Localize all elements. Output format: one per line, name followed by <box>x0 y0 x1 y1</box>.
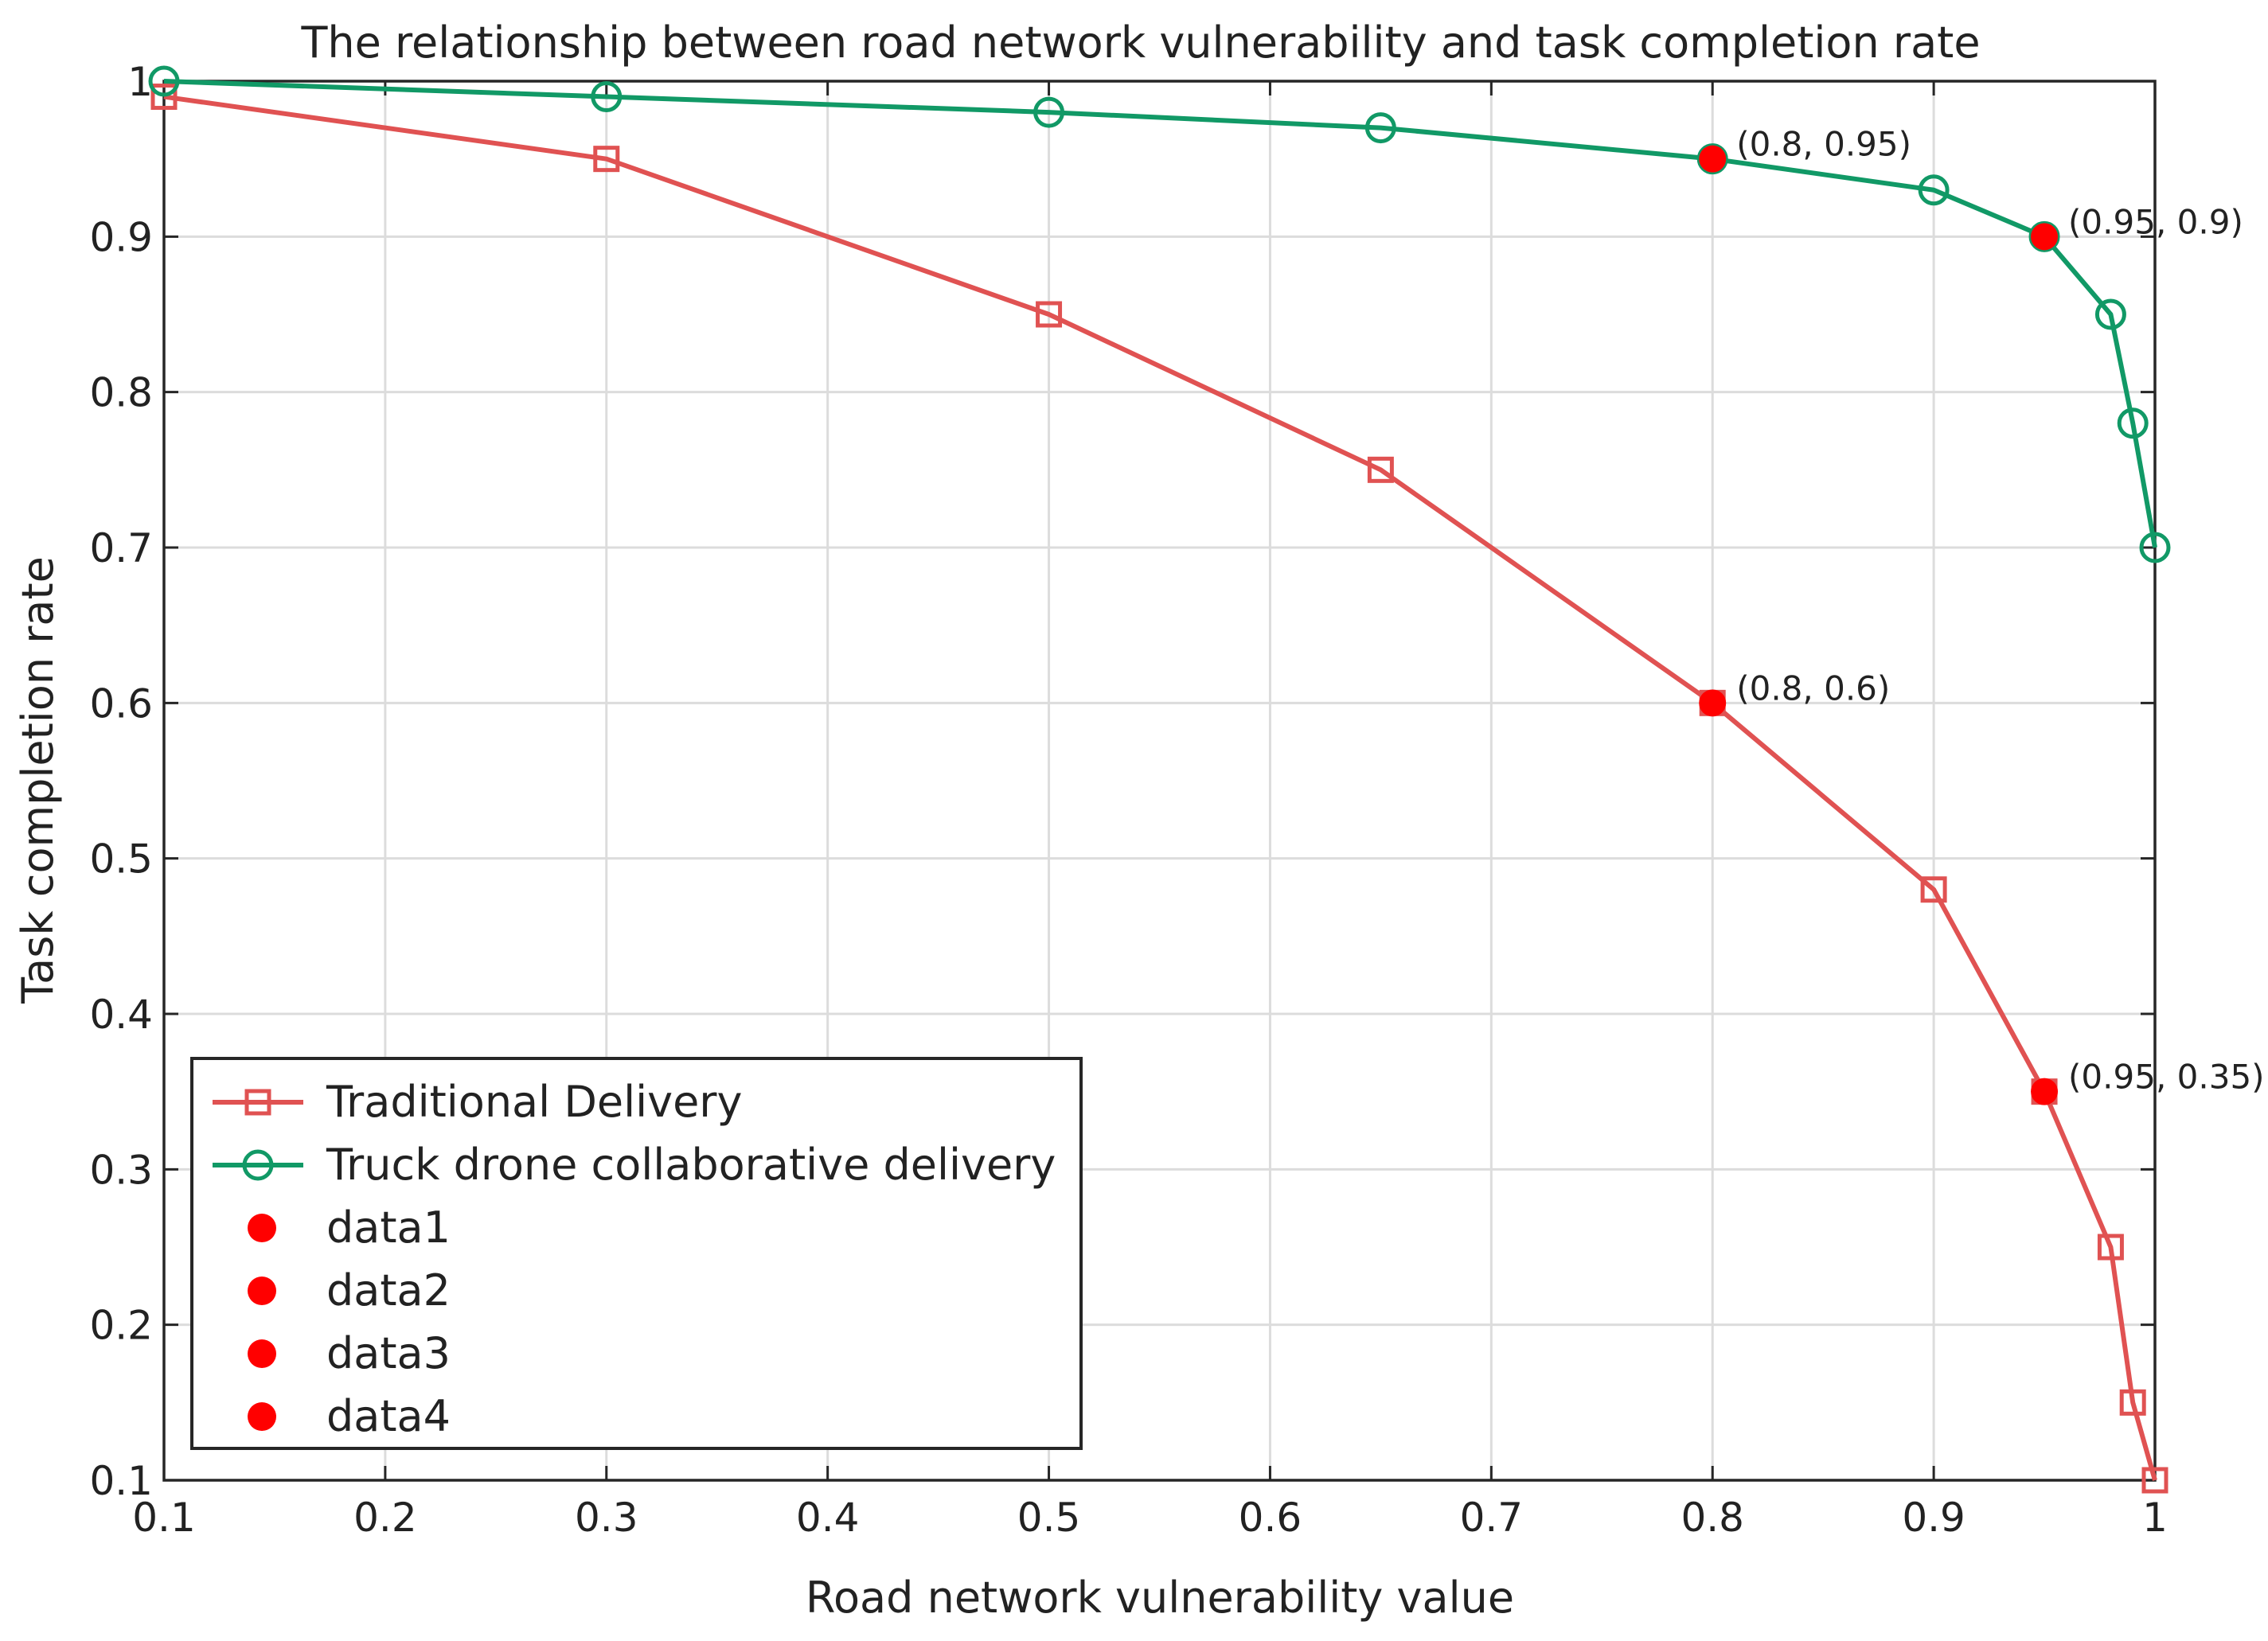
legend-label: Truck drone collaborative delivery <box>326 1140 1056 1190</box>
highlight-label: (0.8, 0.95) <box>1736 125 1911 164</box>
highlight-label: (0.95, 0.9) <box>2068 202 2243 241</box>
highlight-layer: (0.8, 0.95) (0.95, 0.9) (0.8, 0.6) (0.95, 0… <box>1699 125 2265 1105</box>
legend-marker <box>248 1402 276 1431</box>
highlight-point <box>1699 689 1727 717</box>
chart-title: The relationship between road network vu… <box>300 18 1980 68</box>
legend-label: data4 <box>326 1391 451 1441</box>
plot-frame <box>162 80 2157 1482</box>
series-point <box>1364 112 1396 144</box>
highlight-point <box>1699 145 1727 173</box>
legend: Traditional Delivery Truck drone collabor… <box>190 1057 1083 1450</box>
legend-label: data1 <box>326 1202 451 1253</box>
x-tick-label: 0.3 <box>575 1495 638 1541</box>
x-tick-label: 0.9 <box>1902 1495 1965 1541</box>
series-point <box>593 146 620 173</box>
series-point <box>591 81 623 113</box>
legend-label: Traditional Delivery <box>326 1077 742 1127</box>
x-tick-label: 0.2 <box>353 1495 417 1541</box>
x-tick-label: 0.6 <box>1239 1495 1302 1541</box>
series-point <box>2141 1467 2168 1494</box>
y-tick-label: 0.8 <box>89 370 153 416</box>
legend-marker <box>244 1089 271 1116</box>
series-point <box>148 65 180 97</box>
x-tick-label: 0.4 <box>796 1495 860 1541</box>
x-tick-label: 0.1 <box>132 1495 196 1541</box>
highlight-point <box>2031 223 2059 251</box>
y-axis-label: Task completion rate <box>13 556 63 1004</box>
legend-label: data3 <box>326 1328 451 1378</box>
series-point <box>2094 298 2126 330</box>
series-line <box>163 94 2157 1481</box>
highlight-point <box>2031 1078 2059 1105</box>
legend-box <box>190 1057 1083 1450</box>
series-point <box>150 84 178 111</box>
x-tick-label: 1 <box>2142 1495 2168 1541</box>
y-tick-label: 0.3 <box>89 1147 153 1193</box>
highlight-label: (0.8, 0.6) <box>1736 668 1890 707</box>
y-tick-label: 0.1 <box>89 1458 153 1504</box>
series-point <box>1918 174 1950 206</box>
x-tick-label: 0.5 <box>1017 1495 1081 1541</box>
y-tick-label: 0.7 <box>89 525 153 571</box>
series-point <box>2117 407 2149 439</box>
legend-marker <box>248 1277 276 1305</box>
legend-label: data2 <box>326 1265 451 1316</box>
series-point <box>1920 876 1947 903</box>
highlight-label: (0.95, 0.35) <box>2068 1058 2265 1097</box>
series-point <box>2119 1389 2146 1416</box>
y-tick-label: 0.5 <box>89 836 153 883</box>
legend-marker <box>248 1339 276 1368</box>
y-tick-label: 0.6 <box>89 680 153 727</box>
y-tick-label: 0.9 <box>89 214 153 260</box>
x-tick-label: 0.8 <box>1681 1495 1744 1541</box>
series-point <box>1036 301 1063 328</box>
series-point <box>2139 532 2171 563</box>
series-point <box>2097 1234 2124 1261</box>
y-tick-label: 0.2 <box>89 1303 153 1349</box>
y-tick-label: 0.4 <box>89 992 153 1038</box>
series-point <box>1367 456 1394 483</box>
x-axis-label: Road network vulnerability value <box>806 1573 1514 1623</box>
x-tick-label: 0.7 <box>1460 1495 1524 1541</box>
legend-marker <box>248 1214 276 1242</box>
series-point <box>1033 96 1065 128</box>
series-line <box>163 79 2157 548</box>
legend-marker <box>242 1149 274 1181</box>
